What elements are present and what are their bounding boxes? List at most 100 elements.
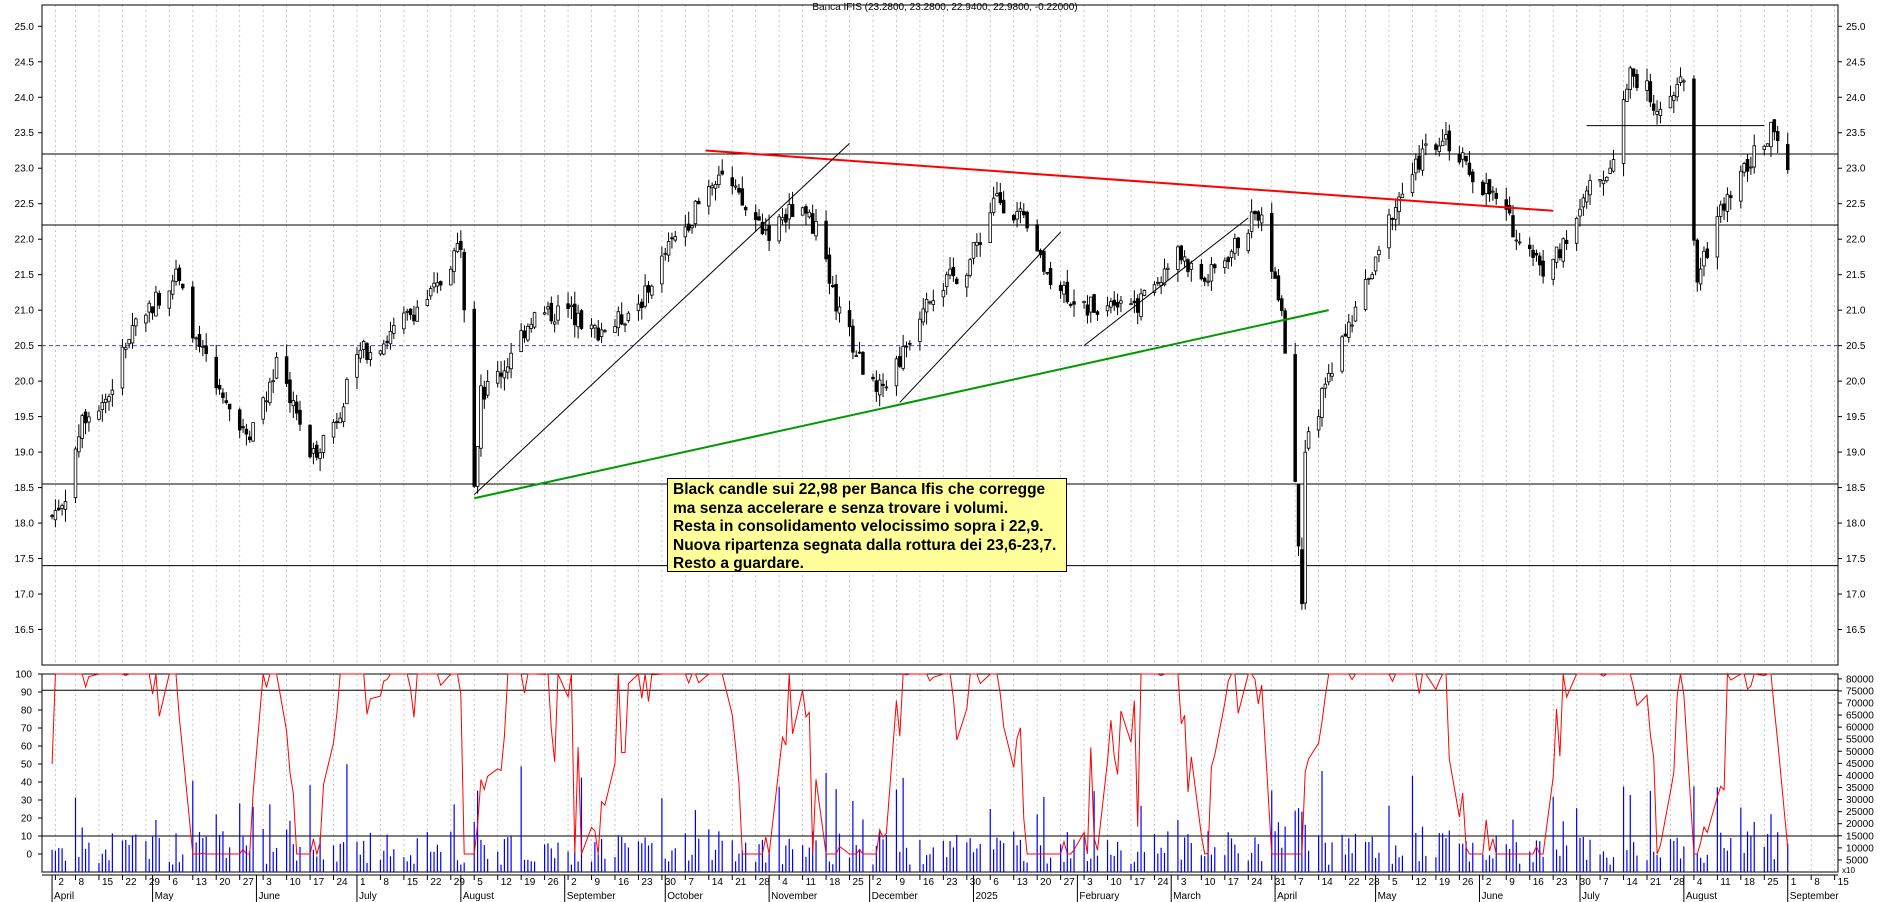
x-month-label: December	[872, 891, 919, 902]
candle-body	[1762, 145, 1767, 151]
candle-body	[1259, 214, 1264, 224]
candle-body	[1280, 298, 1284, 312]
candle-body	[589, 324, 594, 330]
candle-body	[1729, 195, 1733, 199]
candle-body	[1058, 284, 1063, 292]
x-month-label: March	[1173, 891, 1201, 902]
candle-body	[1645, 80, 1649, 91]
trendlines	[473, 125, 1765, 500]
oscillator-panel-frame	[41, 673, 1839, 873]
candle-body	[412, 314, 416, 322]
candle-body	[378, 350, 383, 355]
candle-body	[1135, 298, 1140, 313]
price-tick-label: 21.5	[1846, 270, 1866, 281]
candle-body	[1119, 300, 1123, 304]
candle-body	[392, 325, 396, 334]
x-day-label: 7	[688, 877, 694, 888]
candle-body	[764, 228, 768, 231]
candle-body	[224, 400, 229, 403]
candle-body	[1377, 249, 1381, 256]
candle-body	[1494, 192, 1498, 199]
candle-body	[593, 325, 597, 329]
candle-body	[335, 421, 339, 424]
candle-body	[931, 300, 936, 306]
candle-body	[1668, 95, 1673, 109]
candle-body	[546, 306, 550, 310]
osc-tick-label: 10	[21, 832, 33, 843]
candle-body	[1725, 194, 1730, 212]
x-day-label: 17	[313, 877, 325, 888]
volume-tick-label: 25000	[1846, 807, 1874, 818]
x-day-label: 23	[641, 877, 653, 888]
candle-body	[1276, 275, 1281, 301]
price-tick-label: 20.0	[15, 377, 35, 388]
price-tick-label: 16.5	[1846, 625, 1866, 636]
candle-body	[1745, 159, 1750, 172]
candle-body	[1082, 300, 1086, 303]
candle-body	[1424, 143, 1428, 146]
candle-body	[1393, 207, 1398, 220]
candle-body	[908, 342, 912, 345]
candle-body	[1283, 310, 1287, 354]
candle-body	[1715, 216, 1720, 258]
candle-body	[968, 259, 972, 276]
candle-body	[341, 406, 346, 423]
price-tick-label: 24.0	[1846, 93, 1866, 104]
candle-body	[743, 206, 748, 211]
osc-tick-label: 50	[21, 760, 33, 771]
candle-body	[713, 183, 718, 189]
candle-body	[1551, 258, 1555, 280]
candle-body	[1417, 155, 1421, 170]
candle-body	[502, 370, 507, 379]
x-day-label: 31	[1275, 877, 1287, 888]
candle-body	[1574, 217, 1579, 244]
candle-body	[643, 285, 647, 307]
candle-body	[227, 403, 232, 410]
x-month-label: July	[359, 891, 377, 902]
annotation-line: ma senza accelerare e senza trovare i vo…	[673, 499, 1009, 517]
candle-body	[264, 400, 269, 403]
candle-body	[1584, 190, 1589, 203]
candle-body	[1223, 260, 1227, 268]
candle-body	[1025, 211, 1029, 229]
trendline-thin-3	[1083, 217, 1249, 347]
volume-tick-label: 50000	[1846, 747, 1874, 758]
candle-body	[955, 278, 959, 285]
candle-body	[221, 392, 225, 399]
x-day-label: 8	[383, 877, 389, 888]
candle-body	[730, 177, 734, 187]
candle-body	[1447, 130, 1452, 152]
candle-body	[1246, 232, 1251, 252]
candle-body	[904, 345, 909, 348]
x-month-label: 2025	[976, 891, 999, 902]
candle-body	[408, 308, 413, 316]
x-month-label: April	[54, 891, 74, 902]
x-day-label: 24	[1251, 877, 1263, 888]
candle-body	[576, 312, 580, 328]
x-day-label: 26	[1462, 877, 1474, 888]
price-tick-label: 21.0	[1846, 306, 1866, 317]
x-day-label: 19	[524, 877, 536, 888]
candle-body	[1514, 239, 1519, 242]
candle-body	[532, 312, 537, 328]
candle-body	[777, 216, 781, 242]
x-day-label: 18	[829, 877, 841, 888]
x-month-label: February	[1079, 891, 1119, 902]
candle-body	[1367, 277, 1371, 280]
candle-body	[388, 330, 393, 345]
price-tick-label: 18.0	[1846, 519, 1866, 530]
horizontal-levels	[42, 153, 1838, 837]
x-day-label: 5	[1392, 877, 1398, 888]
price-tick-label: 21.0	[15, 306, 35, 317]
x-month-label: June	[258, 891, 280, 902]
candle-body	[1578, 208, 1582, 217]
candle-body	[60, 505, 64, 509]
volume-unit-label: x10	[1842, 866, 1855, 875]
x-day-label: 28	[759, 877, 771, 888]
candle-body	[877, 379, 882, 396]
candle-body	[1702, 250, 1706, 267]
candle-body	[1085, 304, 1090, 316]
candle-body	[1001, 199, 1006, 214]
candle-body	[1132, 300, 1137, 304]
candle-body	[455, 243, 460, 253]
